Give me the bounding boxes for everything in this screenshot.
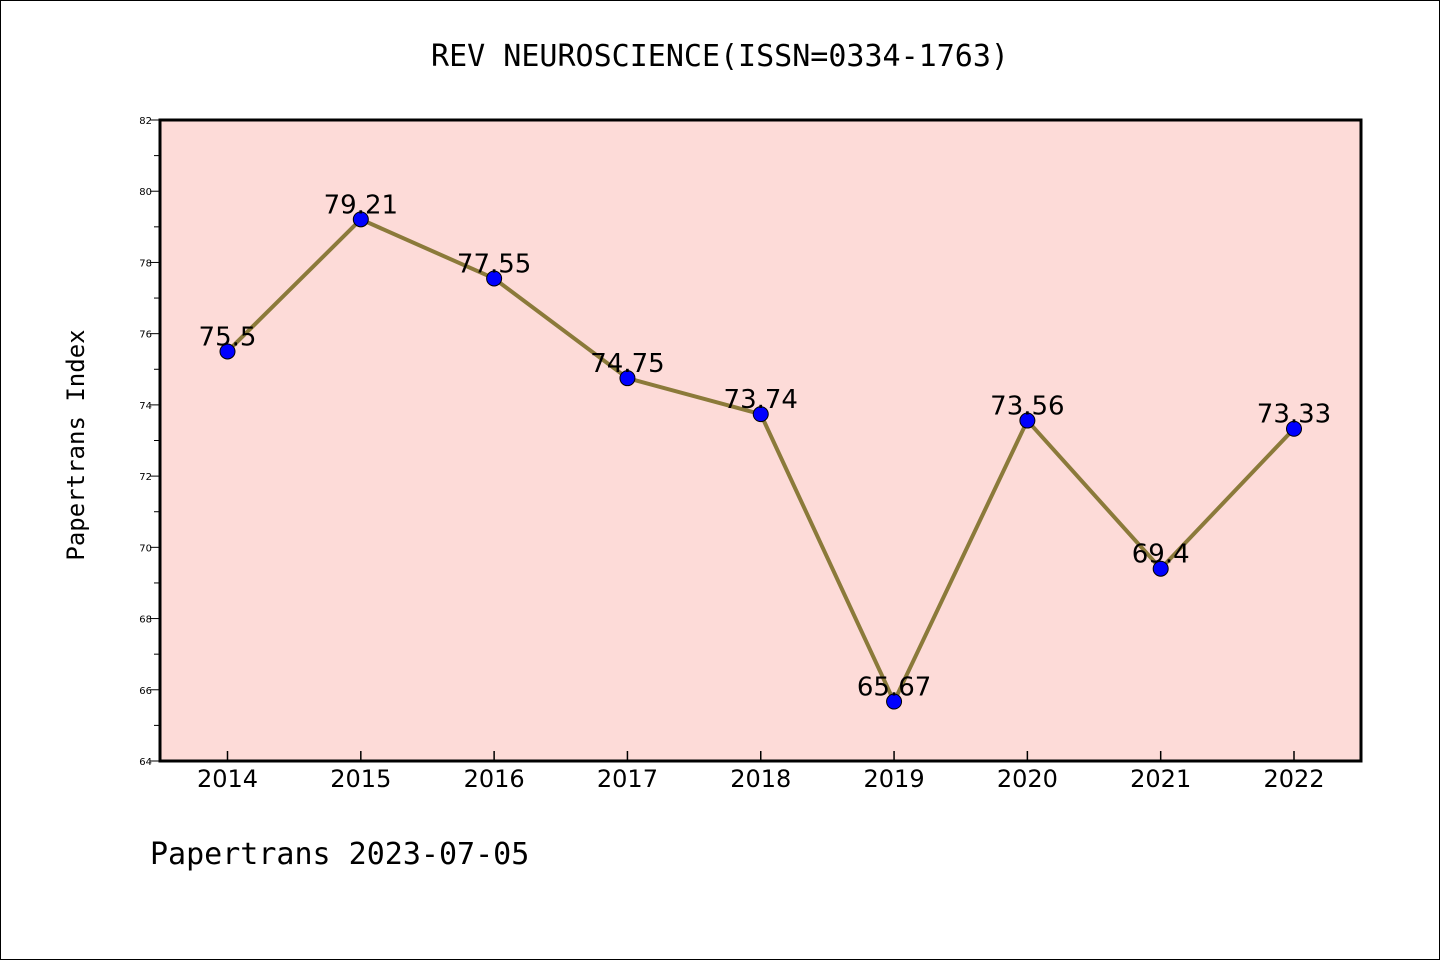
y-tick-label: 80	[139, 187, 152, 198]
data-point	[1019, 412, 1036, 429]
data-labels: 75.5 79.21 77.55 74.75 73.74 65.67 73.56 69.4 73…	[199, 190, 1332, 702]
data-point	[619, 370, 636, 387]
x-tick-label: 2018	[730, 765, 791, 793]
y-axis: 64 66 68 70 72 74 76 78 80 82	[139, 116, 160, 768]
y-tick-label: 72	[139, 472, 152, 483]
x-tick-label: 2019	[864, 765, 925, 793]
footer-date: Papertrans 2023-07-05	[150, 837, 529, 872]
data-point	[352, 211, 369, 228]
y-tick-label: 82	[139, 116, 152, 127]
data-label: 65.67	[857, 673, 931, 703]
data-label: 74.75	[590, 349, 664, 379]
data-point	[886, 693, 903, 710]
data-label: 73.74	[724, 385, 798, 415]
y-axis-label: Papertrans Index	[62, 329, 90, 560]
data-label: 69.4	[1132, 540, 1190, 570]
x-tick-label: 2016	[464, 765, 525, 793]
data-markers	[219, 211, 1302, 710]
data-point	[1152, 560, 1169, 577]
y-tick-label: 76	[139, 330, 152, 341]
chart-title: REV NEUROSCIENCE(ISSN=0334-1763)	[431, 39, 1009, 74]
y-tick-label: 66	[139, 686, 152, 697]
x-axis: 2014 2015 2016 2017 2018 2019 2020 2021 2022	[197, 751, 1325, 793]
y-tick-label: 70	[139, 543, 152, 554]
y-tick-label: 74	[139, 401, 152, 412]
data-label: 79.21	[324, 190, 398, 220]
data-point	[1286, 420, 1302, 437]
x-tick-label: 2014	[197, 765, 258, 793]
data-point	[486, 270, 503, 287]
data-label: 75.5	[199, 322, 257, 352]
x-tick-label: 2022	[1263, 765, 1324, 793]
x-tick-label: 2021	[1130, 765, 1191, 793]
x-tick-label: 2017	[597, 765, 658, 793]
data-point	[219, 343, 236, 360]
data-label: 73.56	[990, 392, 1064, 422]
x-tick-label: 2015	[330, 765, 391, 793]
data-label: 77.55	[457, 249, 531, 279]
data-label: 73.33	[1257, 400, 1331, 430]
y-tick-label: 68	[139, 615, 152, 626]
y-tick-label: 78	[139, 258, 152, 269]
x-tick-label: 2020	[997, 765, 1058, 793]
plot-border	[158, 118, 1363, 763]
data-point	[752, 406, 769, 423]
y-tick-label: 64	[139, 757, 152, 768]
